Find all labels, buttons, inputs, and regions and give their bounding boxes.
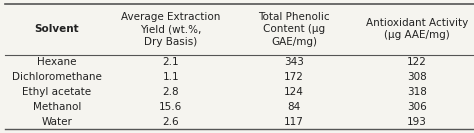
Text: 308: 308	[407, 72, 427, 82]
Text: 2.6: 2.6	[162, 117, 179, 127]
Text: Ethyl acetate: Ethyl acetate	[22, 87, 91, 97]
Text: 343: 343	[284, 57, 304, 67]
Text: 306: 306	[407, 102, 427, 112]
Text: Average Extraction
Yield (wt.%,
Dry Basis): Average Extraction Yield (wt.%, Dry Basi…	[121, 12, 220, 47]
Text: Total Phenolic
Content (μg
GAE/mg): Total Phenolic Content (μg GAE/mg)	[258, 12, 330, 47]
Text: 193: 193	[407, 117, 427, 127]
Text: Water: Water	[41, 117, 73, 127]
Text: 15.6: 15.6	[159, 102, 182, 112]
Text: Solvent: Solvent	[35, 24, 79, 34]
Text: 122: 122	[407, 57, 427, 67]
Text: Antioxidant Activity
(μg AAE/mg): Antioxidant Activity (μg AAE/mg)	[366, 18, 468, 40]
Text: 2.8: 2.8	[162, 87, 179, 97]
Text: 1.1: 1.1	[162, 72, 179, 82]
Text: 172: 172	[284, 72, 304, 82]
Text: Hexane: Hexane	[37, 57, 77, 67]
Text: 84: 84	[287, 102, 301, 112]
Text: 124: 124	[284, 87, 304, 97]
Text: 318: 318	[407, 87, 427, 97]
Text: Methanol: Methanol	[33, 102, 81, 112]
Text: Dichloromethane: Dichloromethane	[12, 72, 102, 82]
Text: 117: 117	[284, 117, 304, 127]
Text: 2.1: 2.1	[162, 57, 179, 67]
